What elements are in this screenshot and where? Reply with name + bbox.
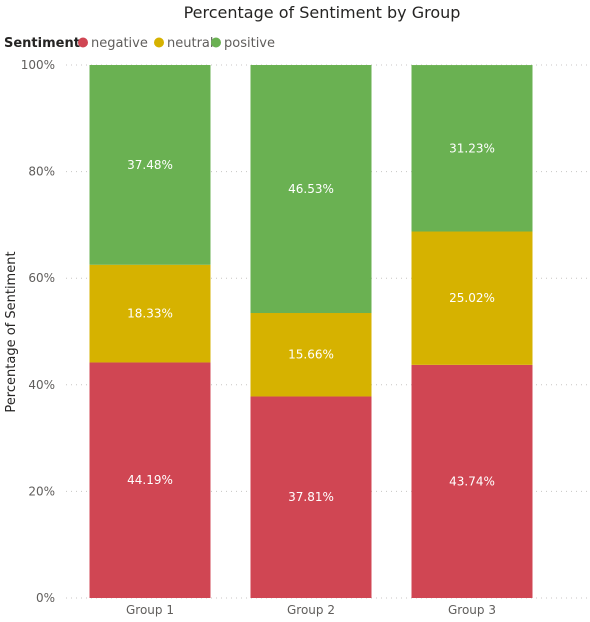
- data-label-positive-1: 37.48%: [127, 158, 173, 172]
- data-label-negative-1: 44.19%: [127, 473, 173, 487]
- data-label-negative-2: 37.81%: [288, 490, 334, 504]
- bar-neutral-2[interactable]: [250, 313, 372, 397]
- bars: [89, 65, 533, 598]
- bar-positive-2[interactable]: [250, 65, 372, 314]
- data-label-positive-3: 31.23%: [449, 141, 495, 155]
- y-tick-label: 20%: [28, 484, 55, 498]
- x-tick-label: Group 3: [448, 603, 496, 617]
- bar-positive-1[interactable]: [89, 65, 211, 265]
- y-tick-label: 100%: [21, 58, 55, 72]
- y-axis-title: Percentage of Sentiment: [4, 251, 19, 412]
- y-tick-label: 0%: [36, 591, 55, 605]
- legend-marker-negative: [78, 37, 88, 48]
- bar-positive-3[interactable]: [411, 65, 533, 232]
- y-tick-label: 40%: [28, 378, 55, 392]
- bar-negative-2[interactable]: [250, 396, 372, 598]
- bar-negative-3[interactable]: [411, 364, 533, 598]
- data-label-neutral-1: 18.33%: [127, 307, 173, 321]
- legend: Sentiment negative neutral positive: [4, 36, 275, 51]
- data-label-neutral-3: 25.02%: [449, 291, 495, 305]
- x-tick-label: Group 1: [126, 603, 174, 617]
- legend-marker-neutral: [154, 37, 164, 48]
- bar-neutral-1[interactable]: [89, 264, 211, 363]
- chart-title: Percentage of Sentiment by Group: [184, 3, 461, 22]
- legend-label-positive: positive: [224, 36, 275, 51]
- legend-label-negative: negative: [91, 36, 148, 51]
- x-tick-label: Group 2: [287, 603, 335, 617]
- y-tick-label: 80%: [28, 165, 55, 179]
- y-axis-ticks: 0% 20% 40% 60% 80% 100%: [21, 58, 55, 605]
- data-label-negative-3: 43.74%: [449, 474, 495, 488]
- bar-negative-1[interactable]: [89, 362, 211, 598]
- bar-neutral-3[interactable]: [411, 231, 533, 365]
- data-label-positive-2: 46.53%: [288, 182, 334, 196]
- legend-marker-positive: [211, 37, 221, 48]
- y-tick-label: 60%: [28, 271, 55, 285]
- data-label-neutral-2: 15.66%: [288, 348, 334, 362]
- x-axis-ticks: Group 1 Group 2 Group 3: [126, 603, 496, 617]
- legend-title: Sentiment: [4, 36, 80, 51]
- data-labels: 44.19% 18.33% 37.48% 37.81% 15.66% 46.53% 43.7…: [127, 141, 495, 504]
- legend-label-neutral: neutral: [167, 36, 214, 51]
